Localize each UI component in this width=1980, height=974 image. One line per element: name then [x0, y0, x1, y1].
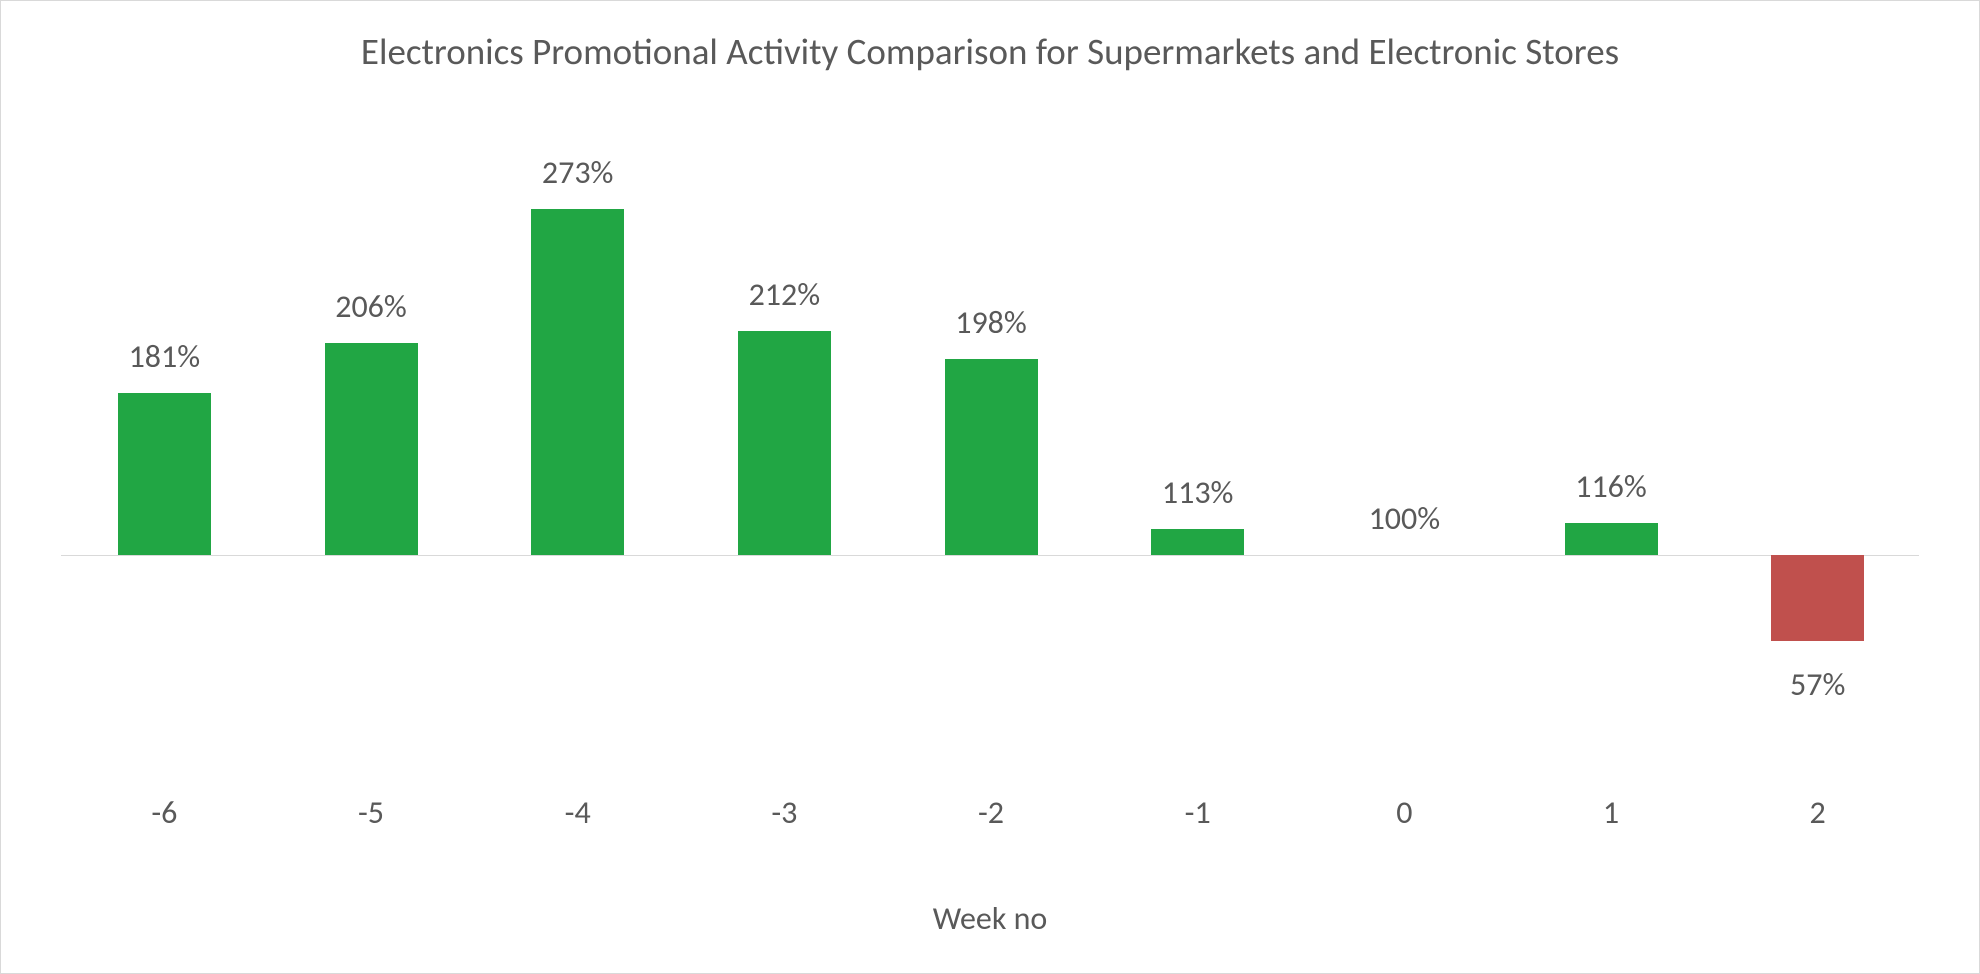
chart-container: Electronics Promotional Activity Compari…: [0, 0, 1980, 974]
category-label: 2: [1810, 793, 1826, 832]
data-label: 100%: [1369, 499, 1441, 538]
category-label: 1: [1603, 793, 1619, 832]
bar: [1565, 523, 1658, 555]
category-label: -4: [565, 793, 591, 832]
category-label: -2: [978, 793, 1004, 832]
category-label: -5: [358, 793, 384, 832]
data-label: 116%: [1575, 467, 1647, 506]
category-label: -3: [771, 793, 797, 832]
bar: [118, 393, 211, 555]
data-label: 206%: [335, 287, 407, 326]
category-label: -6: [151, 793, 177, 832]
x-axis-title: Week no: [1, 899, 1979, 938]
data-label: 273%: [542, 153, 614, 192]
bar: [1771, 555, 1864, 641]
category-label: 0: [1396, 793, 1412, 832]
data-label: 113%: [1162, 473, 1234, 512]
data-label: 181%: [129, 337, 201, 376]
chart-title: Electronics Promotional Activity Compari…: [1, 29, 1979, 75]
bar: [738, 331, 831, 555]
plot-area: 181%-6206%-5273%-4212%-3198%-2113%-1100%…: [61, 181, 1919, 803]
bar: [531, 209, 624, 555]
data-label: 212%: [749, 275, 821, 314]
bars-group: 181%-6206%-5273%-4212%-3198%-2113%-1100%…: [61, 181, 1919, 803]
data-label: 57%: [1790, 665, 1845, 704]
category-label: -1: [1185, 793, 1211, 832]
bar: [1151, 529, 1244, 555]
bar: [945, 359, 1038, 555]
bar: [325, 343, 418, 555]
data-label: 198%: [955, 303, 1027, 342]
